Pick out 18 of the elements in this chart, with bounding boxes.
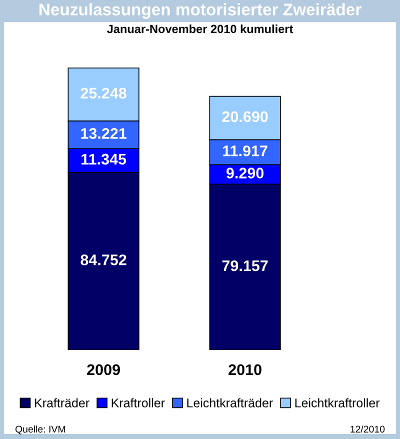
chart-subtitle: Januar-November 2010 kumuliert xyxy=(107,24,294,34)
x-tick-label: 2009 xyxy=(87,364,120,376)
legend-label: Kraftroller xyxy=(112,398,165,408)
legend-label: Leichtkraftroller xyxy=(295,398,380,408)
data-label: 13.221 xyxy=(81,128,126,139)
legend-label: Krafträder xyxy=(35,398,90,408)
source-note: Quelle: IVM xyxy=(15,425,65,434)
data-label: 11.917 xyxy=(223,145,268,156)
data-label: 20.690 xyxy=(222,111,268,122)
x-tick-label: 2010 xyxy=(228,364,262,376)
data-label: 9.290 xyxy=(226,168,264,178)
data-label: 84.752 xyxy=(80,254,126,266)
data-label: 79.157 xyxy=(222,260,268,272)
data-label: 25.248 xyxy=(80,88,126,99)
text: 12/2010 xyxy=(350,425,385,433)
legend-label: Leichtkrafträder xyxy=(187,398,273,408)
chart-title: Neuzulassungen motorisierter Zweiräder xyxy=(40,3,362,19)
data-label: 11.345 xyxy=(82,154,126,165)
